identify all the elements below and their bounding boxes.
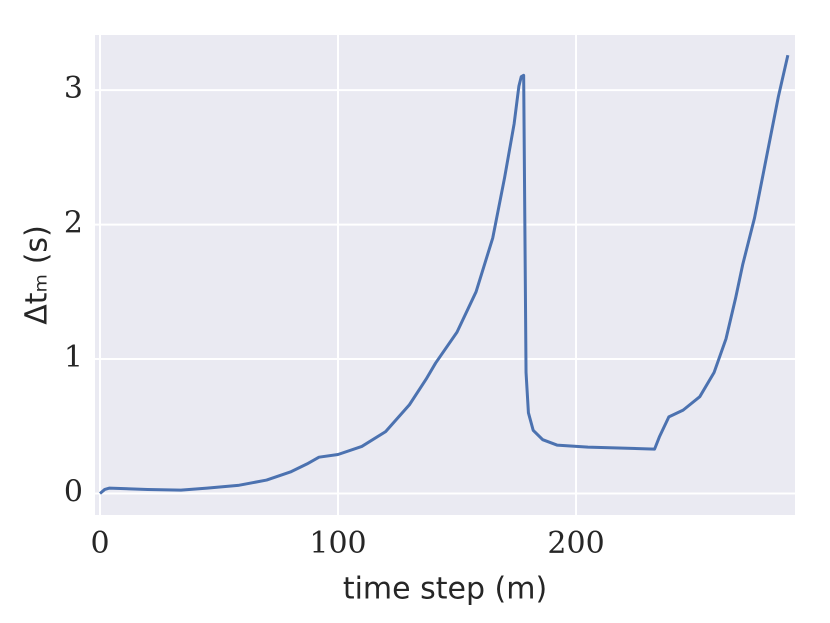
y-tick-label: 3 xyxy=(64,71,83,106)
y-tick-label: 0 xyxy=(64,474,83,509)
y-tick-label: 2 xyxy=(64,206,83,241)
data-line xyxy=(99,54,790,495)
x-tick-label: 100 xyxy=(309,526,366,561)
x-axis-label: time step (m) xyxy=(343,572,547,607)
y-axis-label: Δtₘ (s) xyxy=(20,225,55,325)
x-tick-label: 200 xyxy=(547,526,604,561)
y-tick-label: 1 xyxy=(64,340,83,375)
x-tick-label: 0 xyxy=(90,526,109,561)
plot-area xyxy=(95,35,795,515)
